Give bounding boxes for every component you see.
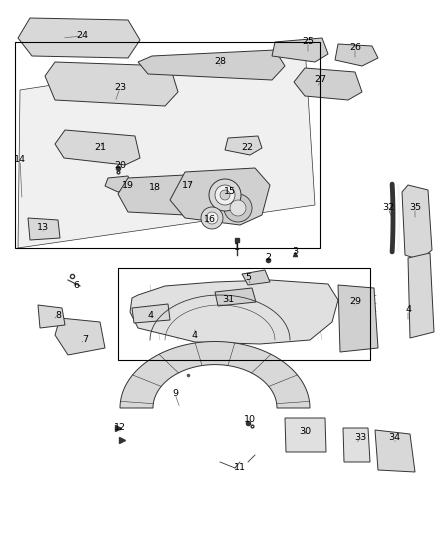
Text: 20: 20 <box>114 160 126 169</box>
Polygon shape <box>408 253 434 338</box>
Text: 22: 22 <box>241 143 253 152</box>
Text: 6: 6 <box>73 280 79 289</box>
Bar <box>15 42 320 248</box>
Circle shape <box>220 190 230 200</box>
Circle shape <box>215 185 235 205</box>
Text: 9: 9 <box>172 390 178 399</box>
Text: 28: 28 <box>214 58 226 67</box>
Text: 7: 7 <box>82 335 88 344</box>
Text: 4: 4 <box>405 305 411 314</box>
Polygon shape <box>45 62 178 106</box>
Polygon shape <box>55 130 140 165</box>
Text: 13: 13 <box>37 223 49 232</box>
Polygon shape <box>335 44 378 66</box>
Circle shape <box>209 179 241 211</box>
Text: 24: 24 <box>76 31 88 41</box>
Polygon shape <box>120 342 310 408</box>
Text: 31: 31 <box>222 295 234 304</box>
Text: 25: 25 <box>302 37 314 46</box>
Text: 4: 4 <box>192 330 198 340</box>
Polygon shape <box>338 285 378 352</box>
Polygon shape <box>343 428 370 462</box>
Polygon shape <box>38 305 65 328</box>
Polygon shape <box>138 50 285 80</box>
Polygon shape <box>170 168 270 225</box>
Polygon shape <box>55 318 105 355</box>
Bar <box>118 268 370 360</box>
Polygon shape <box>294 68 362 100</box>
Circle shape <box>230 200 246 216</box>
Text: 34: 34 <box>388 433 400 442</box>
Text: 12: 12 <box>114 424 126 432</box>
Polygon shape <box>105 176 132 192</box>
Text: 8: 8 <box>55 311 61 319</box>
Text: 4: 4 <box>147 311 153 319</box>
Text: 1: 1 <box>234 244 240 253</box>
Text: 17: 17 <box>182 182 194 190</box>
Text: 30: 30 <box>299 427 311 437</box>
Polygon shape <box>132 304 170 323</box>
Polygon shape <box>225 136 262 155</box>
Circle shape <box>206 212 218 224</box>
Text: 32: 32 <box>382 204 394 213</box>
Polygon shape <box>272 38 328 62</box>
Polygon shape <box>28 218 60 240</box>
Text: 23: 23 <box>114 84 126 93</box>
Polygon shape <box>215 288 256 306</box>
Text: 21: 21 <box>94 143 106 152</box>
Circle shape <box>201 207 223 229</box>
Text: 18: 18 <box>149 183 161 192</box>
Text: 2: 2 <box>265 254 271 262</box>
Text: 14: 14 <box>14 156 26 165</box>
Polygon shape <box>285 418 326 452</box>
Text: 27: 27 <box>314 76 326 85</box>
Polygon shape <box>18 18 140 58</box>
Circle shape <box>224 194 252 222</box>
Text: 29: 29 <box>349 297 361 306</box>
Text: 15: 15 <box>224 188 236 197</box>
Polygon shape <box>402 185 432 260</box>
Polygon shape <box>242 270 270 285</box>
Polygon shape <box>18 46 315 248</box>
Text: 5: 5 <box>245 273 251 282</box>
Text: 11: 11 <box>234 464 246 472</box>
Polygon shape <box>118 175 195 215</box>
Text: 10: 10 <box>244 416 256 424</box>
Polygon shape <box>130 280 338 344</box>
Polygon shape <box>375 430 415 472</box>
Text: 35: 35 <box>409 204 421 213</box>
Text: 16: 16 <box>204 215 216 224</box>
Text: 33: 33 <box>354 433 366 442</box>
Text: 3: 3 <box>292 247 298 256</box>
Text: 26: 26 <box>349 44 361 52</box>
Text: 19: 19 <box>122 181 134 190</box>
